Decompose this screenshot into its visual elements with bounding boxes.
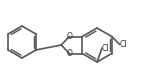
Text: O: O: [66, 32, 72, 41]
Text: O: O: [66, 49, 72, 58]
Text: Cl: Cl: [120, 40, 127, 49]
Text: Cl: Cl: [102, 43, 110, 53]
